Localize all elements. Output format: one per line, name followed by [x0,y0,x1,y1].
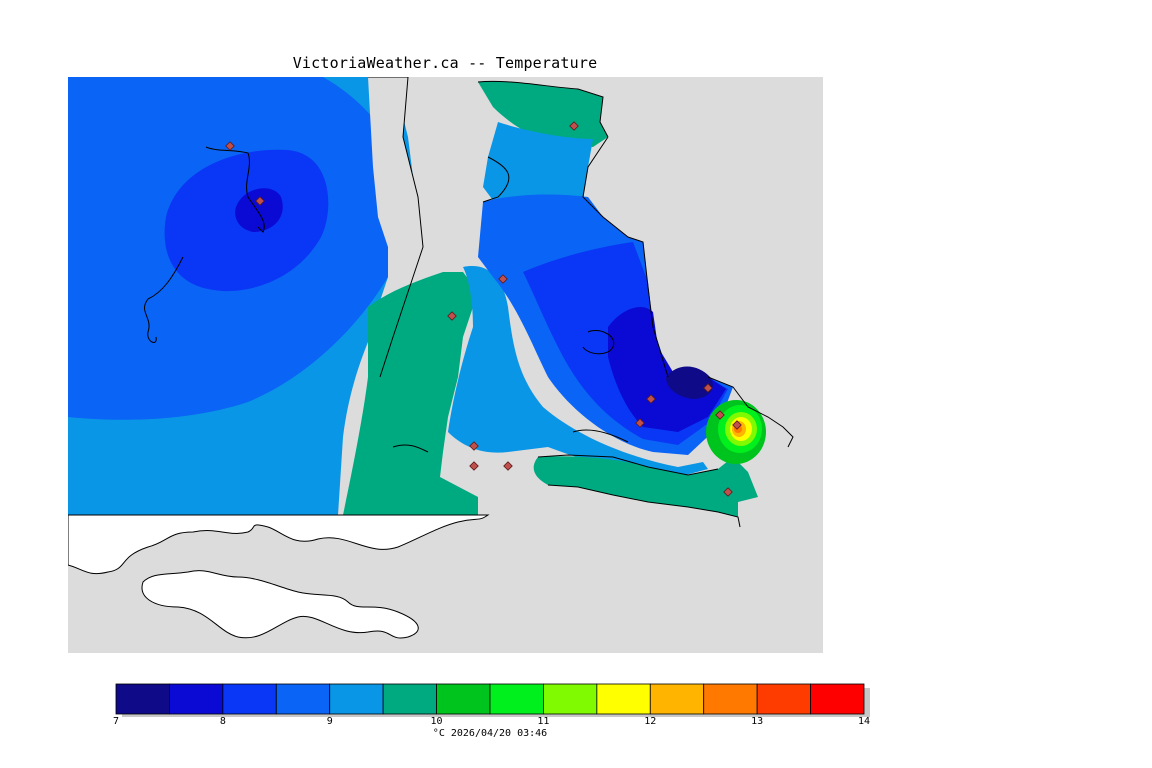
contour-7-7-5-east [666,366,713,399]
warm-spot [706,400,766,464]
station-marker[interactable] [715,410,725,420]
contour-9-10-channel [448,266,708,477]
legend-bar [115,683,870,718]
station-marker[interactable] [723,487,733,497]
legend-swatch [436,683,491,715]
legend-swatch [115,683,170,715]
legend-swatch [596,683,651,715]
legend-swatch [169,683,224,715]
station-marker[interactable] [732,420,742,430]
station-marker[interactable] [635,418,645,428]
station-marker[interactable] [569,121,579,131]
station-marker[interactable] [646,394,656,404]
station-marker[interactable] [447,311,457,321]
station-markers [225,121,742,497]
legend-tick-label: 10 [430,716,443,727]
legend-swatch [275,683,331,715]
legend-swatch [756,683,811,715]
legend-swatch [222,683,277,715]
color-legend: 7 8 9 10 11 12 13 14 [112,683,874,743]
legend-tick-label: 13 [751,716,764,727]
legend-tick-label: 12 [644,716,657,727]
legend-swatch [649,683,705,715]
contour-upper-channel [483,122,593,217]
station-marker[interactable] [469,441,479,451]
legend-swatch [382,683,437,715]
legend-tick-label: 9 [326,716,333,727]
station-marker[interactable] [225,141,235,151]
legend-tick-label: 14 [857,716,871,727]
contour-northern-island [478,81,608,147]
station-marker[interactable] [703,383,713,393]
map-title: VictoriaWeather.ca -- Temperature [292,54,598,72]
legend-swatch [329,683,384,715]
legend-swatch [543,683,598,715]
legend-swatch [810,683,865,715]
southern-island [141,570,419,639]
legend-tick-label: 7 [112,716,120,727]
station-marker[interactable] [469,461,479,471]
legend-tick-label: 11 [537,716,550,727]
temperature-map [68,77,823,653]
contour-7-5-8-east [608,307,726,432]
station-marker[interactable] [498,274,508,284]
southern-landmass [68,514,490,575]
legend-swatch [489,683,544,715]
contour-7-5-8 [235,188,283,232]
contour-9-5-10-east [533,456,758,517]
map-canvas [68,77,823,653]
legend-tick-label: 8 [219,716,226,727]
station-marker[interactable] [503,461,513,471]
station-marker[interactable] [255,196,265,206]
contour-9-5-10-west [343,272,478,515]
legend-swatch [703,683,758,715]
coastlines [143,77,794,528]
units-timestamp: °C 2026/04/20 03:46 [432,728,548,739]
